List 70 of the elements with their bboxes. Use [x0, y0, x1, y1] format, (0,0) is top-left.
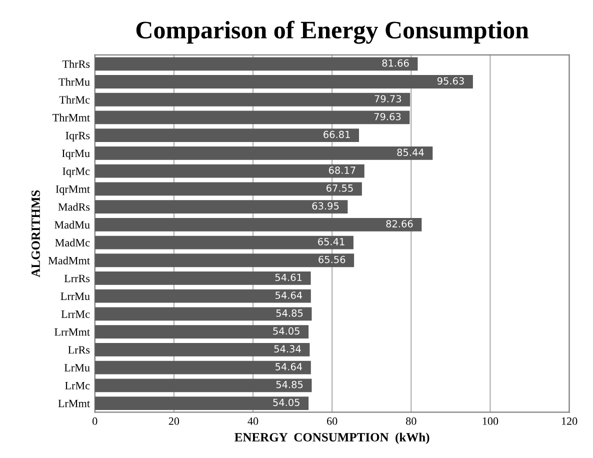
y-tick-label: MadMmt — [48, 256, 90, 264]
y-tick-label: LrrMc — [61, 310, 90, 318]
x-tick-label: 40 — [248, 417, 258, 425]
data-label: 65.41 — [318, 238, 344, 246]
data-label: 54.64 — [276, 363, 302, 370]
x-tick-label: 120 — [562, 417, 578, 425]
bar — [94, 57, 418, 71]
data-label: 81.66 — [382, 59, 409, 67]
data-label: 54.61 — [275, 274, 302, 282]
bar — [94, 342, 310, 356]
x-tick-label: 100 — [482, 417, 498, 425]
bar — [94, 236, 354, 250]
y-tick-label: LrMc — [65, 382, 90, 390]
x-tick-label: 0 — [92, 417, 98, 425]
data-label: 68.17 — [328, 166, 356, 174]
bar — [94, 272, 311, 285]
bar — [94, 378, 312, 392]
y-tick-label: MadRs — [58, 202, 90, 211]
bar — [94, 164, 364, 178]
y-tick-label: LrrRs — [64, 274, 90, 282]
data-label: 63.95 — [312, 202, 339, 210]
y-tick-label: IqrMmt — [56, 186, 90, 196]
data-label: 82.66 — [386, 220, 413, 228]
bar — [94, 325, 309, 339]
bar — [94, 307, 312, 321]
data-label: 54.34 — [274, 345, 301, 353]
x-tick-label: 60 — [327, 417, 338, 425]
bar — [94, 218, 422, 232]
data-label: 54.85 — [276, 380, 303, 388]
x-tick-label: 20 — [168, 417, 180, 425]
y-tick-label: IqrMc — [62, 168, 90, 178]
y-tick-label: LrRs — [68, 346, 90, 354]
data-label: 65.56 — [318, 256, 346, 264]
y-tick-label: LrrMmt — [54, 328, 90, 336]
data-label: 54.85 — [276, 309, 303, 317]
data-label: 54.64 — [276, 292, 302, 299]
y-tick-label: LrMmt — [58, 400, 90, 408]
x-tick-label: 80 — [406, 417, 416, 425]
bar — [94, 182, 362, 196]
y-tick-label: ThrRs — [62, 60, 90, 68]
bar — [94, 75, 473, 88]
bar — [94, 396, 309, 410]
data-label: 79.63 — [374, 112, 401, 120]
data-label: 67.55 — [326, 184, 353, 192]
bar — [94, 360, 311, 374]
y-tick-label: ThrMu — [58, 78, 90, 86]
y-tick-label: LrMu — [64, 364, 90, 372]
bar — [94, 289, 311, 303]
bar — [94, 200, 348, 214]
bar — [94, 110, 410, 124]
data-label: 54.05 — [273, 398, 300, 406]
bar — [94, 254, 354, 268]
bar — [94, 92, 410, 106]
y-tick-label: MadMu — [54, 220, 90, 229]
data-label: 95.63 — [437, 77, 464, 85]
bar — [94, 146, 433, 160]
chart-title: Comparison of Energy Consumption — [136, 20, 529, 44]
y-tick-label: ThrMc — [59, 96, 90, 104]
y-axis-title: ALGORITHMS — [32, 190, 40, 278]
y-tick-label: IqrMu — [62, 150, 90, 160]
x-axis-title: ENERGY CONSUMPTION (kWh) — [234, 432, 430, 444]
data-label: 66.81 — [324, 130, 350, 138]
y-tick-label: MadMc — [55, 238, 90, 246]
y-tick-label: IqrRs — [66, 132, 90, 142]
y-tick-label: ThrMmt — [52, 114, 90, 122]
data-label: 85.44 — [397, 148, 424, 156]
data-label: 79.73 — [374, 95, 402, 102]
bar — [94, 128, 359, 142]
y-tick-label: LrrMu — [60, 292, 90, 300]
data-label: 54.05 — [273, 327, 300, 335]
